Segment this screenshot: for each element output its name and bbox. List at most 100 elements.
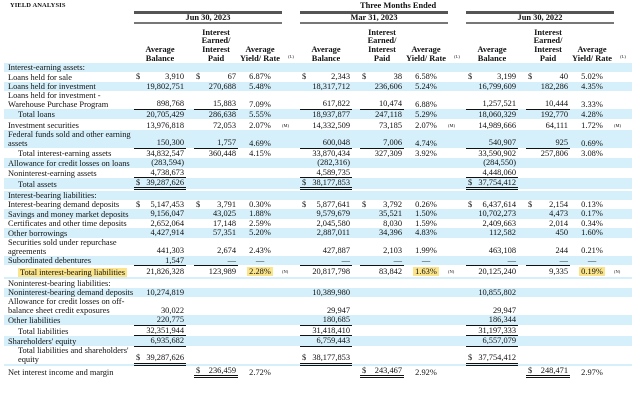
interest-currency xyxy=(526,119,536,130)
average-rate: 4.69% xyxy=(238,130,282,149)
footnote-marker xyxy=(448,209,466,219)
interest-currency xyxy=(360,91,370,110)
interest-amount xyxy=(370,177,404,189)
balance-currency xyxy=(300,335,310,347)
average-rate: — xyxy=(570,255,614,266)
gap xyxy=(518,279,526,288)
average-rate xyxy=(238,158,282,168)
interest-currency xyxy=(526,335,536,346)
average-balance: 441,303 xyxy=(156,246,184,256)
interest-currency xyxy=(526,364,536,366)
gap xyxy=(518,276,526,279)
balance-currency: $ xyxy=(302,72,307,82)
interest-currency xyxy=(526,109,536,119)
interest-currency xyxy=(194,148,204,158)
interest-amount xyxy=(536,335,570,346)
interest-amount xyxy=(204,287,238,298)
interest-amount: 10,444 xyxy=(536,91,570,110)
interest-currency xyxy=(526,279,536,288)
interest-currency xyxy=(526,228,536,238)
table-row: Total interest-earning assets 34,832,547 3… xyxy=(4,148,632,158)
footnote-marker xyxy=(282,255,300,266)
average-balance: 4,448,060 xyxy=(476,167,518,179)
balance-currency xyxy=(134,209,144,219)
footnote-marker xyxy=(448,177,466,189)
highlighted-label: Total interest-bearing liabilities xyxy=(18,267,127,277)
footnote-marker xyxy=(448,325,466,335)
interest-currency xyxy=(194,335,204,346)
row-label: Total liabilities xyxy=(18,326,69,336)
interest-amount xyxy=(204,315,238,326)
average-balance xyxy=(144,190,186,200)
average-balance: 9,579,679 xyxy=(310,209,352,219)
average-rate xyxy=(570,287,614,298)
gap xyxy=(518,366,526,377)
gap xyxy=(186,364,194,366)
average-balance xyxy=(310,279,352,288)
gap xyxy=(186,148,194,158)
average-balance xyxy=(476,276,518,279)
balance-currency xyxy=(300,209,310,219)
gap xyxy=(186,228,194,238)
balance-currency xyxy=(300,109,310,119)
gap xyxy=(352,72,360,81)
interest-currency xyxy=(526,91,536,110)
average-balance: 20,817,798 xyxy=(312,267,350,277)
row-label: Net interest income and margin xyxy=(8,367,114,377)
footnote-marker xyxy=(614,315,633,326)
average-rate: 4.28% xyxy=(570,109,614,119)
gap xyxy=(186,168,194,178)
interest-currency xyxy=(360,130,370,149)
balance-currency xyxy=(300,228,310,238)
balance-currency: $ xyxy=(468,72,473,82)
average-balance: 2,409,663 xyxy=(482,218,517,228)
average-balance: 20,125,240 xyxy=(478,267,516,277)
average-rate xyxy=(238,297,282,315)
footnote-marker xyxy=(448,81,466,91)
gap xyxy=(352,109,360,119)
table-row: Other liabilities 220,775 180,685 186,344 xyxy=(4,315,633,326)
interest-amount xyxy=(536,279,570,288)
interest-amount: 17,148 xyxy=(212,218,236,228)
row-label: Interest-bearing liabilities: xyxy=(4,190,134,200)
average-balance: 150,300 xyxy=(144,130,186,149)
gap xyxy=(352,190,360,200)
interest-amount: 4,473 xyxy=(536,209,570,219)
gap xyxy=(352,279,360,288)
interest-currency xyxy=(194,81,204,91)
interest-amount: 270,688 xyxy=(204,81,238,91)
average-rate: 1.88% xyxy=(238,209,282,219)
gap xyxy=(186,119,194,130)
interest-amount xyxy=(204,364,238,366)
interest-amount: 123,989 xyxy=(208,267,236,277)
balance-currency xyxy=(134,158,144,168)
balance-currency xyxy=(300,63,310,73)
average-balance: 39,287,626 xyxy=(144,177,186,191)
interest-currency xyxy=(526,325,536,335)
gap xyxy=(352,158,360,168)
gap xyxy=(352,228,360,238)
average-rate: 1.50% xyxy=(404,209,448,219)
gap xyxy=(186,63,194,73)
interest-amount: 248,471 xyxy=(536,366,570,379)
interest-currency xyxy=(194,91,204,110)
table-row: Certificates and other time deposits 2,65… xyxy=(4,219,632,228)
interest-currency xyxy=(526,265,536,276)
interest-currency xyxy=(526,190,536,200)
footnote-marker xyxy=(614,158,633,168)
gap xyxy=(352,168,360,178)
interest-amount xyxy=(536,168,570,178)
table-row: Total liabilities and shareholders' equi… xyxy=(4,346,632,366)
average-balance: 6,759,443 xyxy=(310,335,352,347)
footnote-marker xyxy=(282,109,300,119)
footnote-marker xyxy=(448,366,466,377)
table-row: Allowance for credit losses on loans (283… xyxy=(4,158,633,168)
highlighted-rate: 0.19% xyxy=(579,267,605,277)
average-rate xyxy=(570,190,614,200)
period-header: Jun 30, 2022 xyxy=(466,10,614,25)
gap xyxy=(518,81,526,91)
gap xyxy=(518,158,526,168)
gap xyxy=(518,168,526,178)
balance-currency: $ xyxy=(134,177,144,191)
interest-amount xyxy=(370,364,404,366)
